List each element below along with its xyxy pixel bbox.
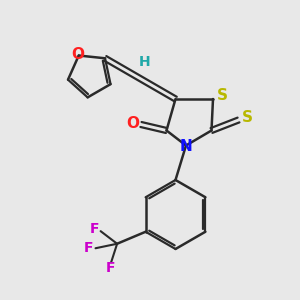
- Text: O: O: [72, 47, 85, 62]
- Text: F: F: [89, 222, 99, 236]
- Text: O: O: [126, 116, 139, 130]
- Text: F: F: [84, 241, 94, 255]
- Text: S: S: [242, 110, 252, 124]
- Text: N: N: [180, 140, 192, 154]
- Text: H: H: [139, 55, 151, 69]
- Text: S: S: [217, 88, 227, 104]
- Text: F: F: [106, 261, 115, 275]
